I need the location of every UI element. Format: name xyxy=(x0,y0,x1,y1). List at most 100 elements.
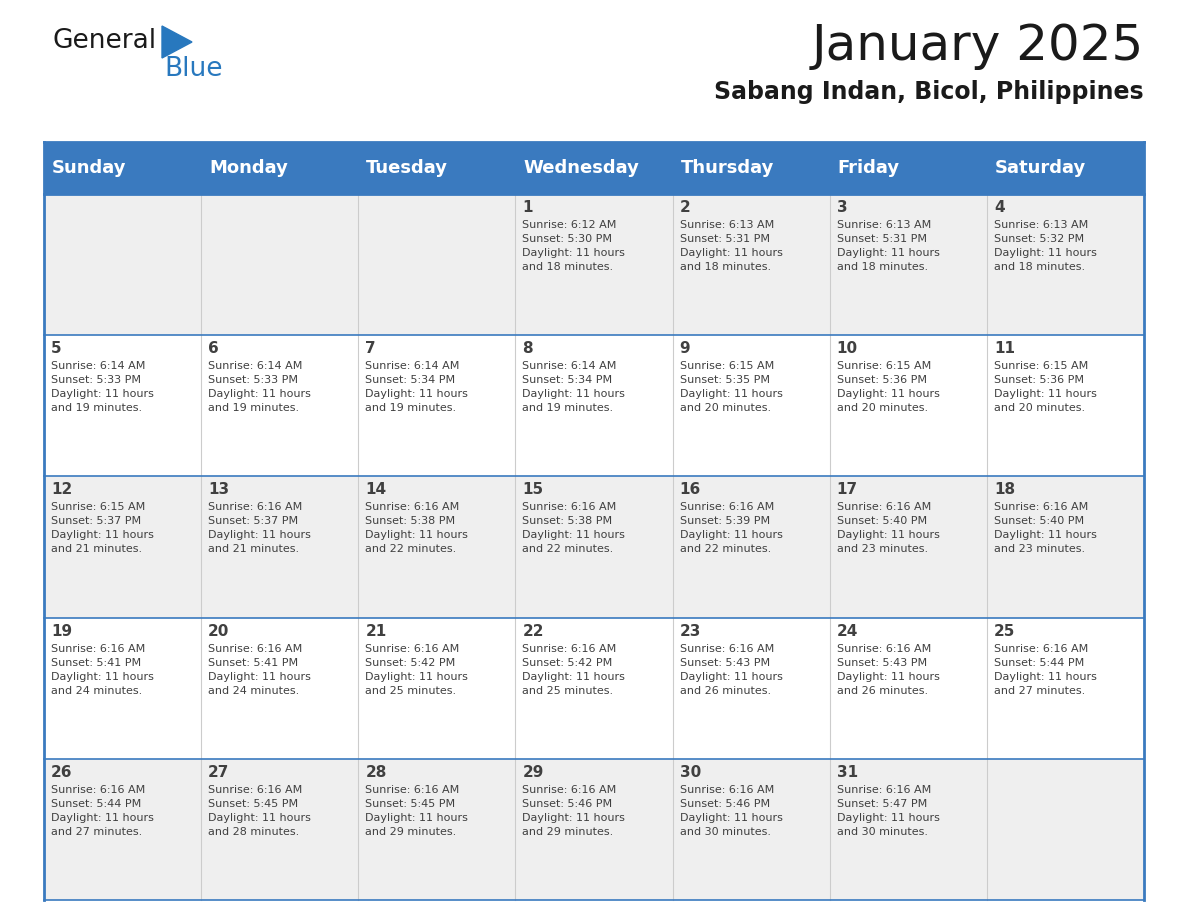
Bar xyxy=(829,142,987,194)
Text: General: General xyxy=(52,28,156,54)
Text: 16: 16 xyxy=(680,482,701,498)
Bar xyxy=(359,142,516,194)
Text: Sunrise: 6:16 AM
Sunset: 5:38 PM
Daylight: 11 hours
and 22 minutes.: Sunrise: 6:16 AM Sunset: 5:38 PM Dayligh… xyxy=(365,502,468,554)
Text: Thursday: Thursday xyxy=(681,159,773,177)
Bar xyxy=(829,335,987,476)
Text: Sunrise: 6:16 AM
Sunset: 5:47 PM
Daylight: 11 hours
and 30 minutes.: Sunrise: 6:16 AM Sunset: 5:47 PM Dayligh… xyxy=(836,785,940,837)
Text: Sunrise: 6:16 AM
Sunset: 5:37 PM
Daylight: 11 hours
and 21 minutes.: Sunrise: 6:16 AM Sunset: 5:37 PM Dayligh… xyxy=(208,502,311,554)
Text: 18: 18 xyxy=(994,482,1015,498)
Bar xyxy=(516,142,672,194)
Bar xyxy=(44,476,201,618)
Bar xyxy=(672,194,829,335)
Text: Sunrise: 6:16 AM
Sunset: 5:44 PM
Daylight: 11 hours
and 27 minutes.: Sunrise: 6:16 AM Sunset: 5:44 PM Dayligh… xyxy=(51,785,154,837)
Text: 13: 13 xyxy=(208,482,229,498)
Text: Sunrise: 6:16 AM
Sunset: 5:43 PM
Daylight: 11 hours
and 26 minutes.: Sunrise: 6:16 AM Sunset: 5:43 PM Dayligh… xyxy=(836,644,940,696)
Bar xyxy=(516,194,672,335)
Text: 25: 25 xyxy=(994,623,1016,639)
Text: Sunrise: 6:16 AM
Sunset: 5:42 PM
Daylight: 11 hours
and 25 minutes.: Sunrise: 6:16 AM Sunset: 5:42 PM Dayligh… xyxy=(365,644,468,696)
Text: Sunrise: 6:14 AM
Sunset: 5:33 PM
Daylight: 11 hours
and 19 minutes.: Sunrise: 6:14 AM Sunset: 5:33 PM Dayligh… xyxy=(208,361,311,413)
Text: Sunrise: 6:16 AM
Sunset: 5:38 PM
Daylight: 11 hours
and 22 minutes.: Sunrise: 6:16 AM Sunset: 5:38 PM Dayligh… xyxy=(523,502,625,554)
Bar xyxy=(516,476,672,618)
Text: 10: 10 xyxy=(836,341,858,356)
Text: 31: 31 xyxy=(836,765,858,779)
Text: 21: 21 xyxy=(365,623,386,639)
Text: Sunrise: 6:12 AM
Sunset: 5:30 PM
Daylight: 11 hours
and 18 minutes.: Sunrise: 6:12 AM Sunset: 5:30 PM Dayligh… xyxy=(523,220,625,272)
Bar xyxy=(359,759,516,900)
Text: 6: 6 xyxy=(208,341,219,356)
Text: Sabang Indan, Bicol, Philippines: Sabang Indan, Bicol, Philippines xyxy=(714,80,1144,104)
Text: Sunrise: 6:15 AM
Sunset: 5:35 PM
Daylight: 11 hours
and 20 minutes.: Sunrise: 6:15 AM Sunset: 5:35 PM Dayligh… xyxy=(680,361,783,413)
Text: 30: 30 xyxy=(680,765,701,779)
Text: 2: 2 xyxy=(680,200,690,215)
Bar xyxy=(987,194,1144,335)
Text: Wednesday: Wednesday xyxy=(524,159,639,177)
Bar xyxy=(987,335,1144,476)
Bar xyxy=(829,759,987,900)
Bar xyxy=(359,194,516,335)
Text: 8: 8 xyxy=(523,341,533,356)
Text: Tuesday: Tuesday xyxy=(366,159,448,177)
Bar xyxy=(672,618,829,759)
Text: Friday: Friday xyxy=(838,159,899,177)
Text: Sunrise: 6:16 AM
Sunset: 5:44 PM
Daylight: 11 hours
and 27 minutes.: Sunrise: 6:16 AM Sunset: 5:44 PM Dayligh… xyxy=(994,644,1097,696)
Bar xyxy=(359,476,516,618)
Text: Monday: Monday xyxy=(209,159,287,177)
Text: 23: 23 xyxy=(680,623,701,639)
Text: Sunrise: 6:16 AM
Sunset: 5:43 PM
Daylight: 11 hours
and 26 minutes.: Sunrise: 6:16 AM Sunset: 5:43 PM Dayligh… xyxy=(680,644,783,696)
Text: Sunrise: 6:16 AM
Sunset: 5:46 PM
Daylight: 11 hours
and 30 minutes.: Sunrise: 6:16 AM Sunset: 5:46 PM Dayligh… xyxy=(680,785,783,837)
Bar xyxy=(201,618,359,759)
Text: January 2025: January 2025 xyxy=(811,22,1144,70)
Bar xyxy=(987,759,1144,900)
Text: Sunrise: 6:14 AM
Sunset: 5:34 PM
Daylight: 11 hours
and 19 minutes.: Sunrise: 6:14 AM Sunset: 5:34 PM Dayligh… xyxy=(365,361,468,413)
Text: Saturday: Saturday xyxy=(994,159,1086,177)
Text: 27: 27 xyxy=(208,765,229,779)
Text: 11: 11 xyxy=(994,341,1015,356)
Bar xyxy=(44,759,201,900)
Bar xyxy=(672,476,829,618)
Bar xyxy=(201,759,359,900)
Text: 14: 14 xyxy=(365,482,386,498)
Bar xyxy=(672,759,829,900)
Text: Sunrise: 6:13 AM
Sunset: 5:32 PM
Daylight: 11 hours
and 18 minutes.: Sunrise: 6:13 AM Sunset: 5:32 PM Dayligh… xyxy=(994,220,1097,272)
Text: 15: 15 xyxy=(523,482,544,498)
Bar xyxy=(201,194,359,335)
Bar xyxy=(516,618,672,759)
Text: Sunrise: 6:16 AM
Sunset: 5:39 PM
Daylight: 11 hours
and 22 minutes.: Sunrise: 6:16 AM Sunset: 5:39 PM Dayligh… xyxy=(680,502,783,554)
Text: 3: 3 xyxy=(836,200,847,215)
Text: Sunrise: 6:16 AM
Sunset: 5:46 PM
Daylight: 11 hours
and 29 minutes.: Sunrise: 6:16 AM Sunset: 5:46 PM Dayligh… xyxy=(523,785,625,837)
Text: 4: 4 xyxy=(994,200,1005,215)
Text: Sunrise: 6:13 AM
Sunset: 5:31 PM
Daylight: 11 hours
and 18 minutes.: Sunrise: 6:13 AM Sunset: 5:31 PM Dayligh… xyxy=(680,220,783,272)
Text: 12: 12 xyxy=(51,482,72,498)
Polygon shape xyxy=(162,26,192,58)
Bar xyxy=(44,618,201,759)
Text: 24: 24 xyxy=(836,623,858,639)
Text: Sunrise: 6:16 AM
Sunset: 5:40 PM
Daylight: 11 hours
and 23 minutes.: Sunrise: 6:16 AM Sunset: 5:40 PM Dayligh… xyxy=(836,502,940,554)
Bar xyxy=(829,194,987,335)
Bar xyxy=(672,335,829,476)
Text: 5: 5 xyxy=(51,341,62,356)
Bar xyxy=(359,335,516,476)
Text: 22: 22 xyxy=(523,623,544,639)
Bar xyxy=(672,142,829,194)
Text: 26: 26 xyxy=(51,765,72,779)
Text: 19: 19 xyxy=(51,623,72,639)
Bar xyxy=(44,194,201,335)
Text: 20: 20 xyxy=(208,623,229,639)
Text: Sunrise: 6:16 AM
Sunset: 5:45 PM
Daylight: 11 hours
and 28 minutes.: Sunrise: 6:16 AM Sunset: 5:45 PM Dayligh… xyxy=(208,785,311,837)
Text: 17: 17 xyxy=(836,482,858,498)
Bar xyxy=(201,335,359,476)
Text: Sunrise: 6:15 AM
Sunset: 5:36 PM
Daylight: 11 hours
and 20 minutes.: Sunrise: 6:15 AM Sunset: 5:36 PM Dayligh… xyxy=(994,361,1097,413)
Bar xyxy=(201,476,359,618)
Text: Sunrise: 6:16 AM
Sunset: 5:40 PM
Daylight: 11 hours
and 23 minutes.: Sunrise: 6:16 AM Sunset: 5:40 PM Dayligh… xyxy=(994,502,1097,554)
Text: Sunrise: 6:16 AM
Sunset: 5:45 PM
Daylight: 11 hours
and 29 minutes.: Sunrise: 6:16 AM Sunset: 5:45 PM Dayligh… xyxy=(365,785,468,837)
Text: Sunrise: 6:16 AM
Sunset: 5:41 PM
Daylight: 11 hours
and 24 minutes.: Sunrise: 6:16 AM Sunset: 5:41 PM Dayligh… xyxy=(51,644,154,696)
Bar xyxy=(829,476,987,618)
Text: Sunrise: 6:16 AM
Sunset: 5:41 PM
Daylight: 11 hours
and 24 minutes.: Sunrise: 6:16 AM Sunset: 5:41 PM Dayligh… xyxy=(208,644,311,696)
Text: Sunday: Sunday xyxy=(52,159,126,177)
Bar xyxy=(987,142,1144,194)
Text: 28: 28 xyxy=(365,765,386,779)
Bar xyxy=(987,618,1144,759)
Text: Sunrise: 6:14 AM
Sunset: 5:33 PM
Daylight: 11 hours
and 19 minutes.: Sunrise: 6:14 AM Sunset: 5:33 PM Dayligh… xyxy=(51,361,154,413)
Text: Blue: Blue xyxy=(164,56,222,82)
Bar xyxy=(516,335,672,476)
